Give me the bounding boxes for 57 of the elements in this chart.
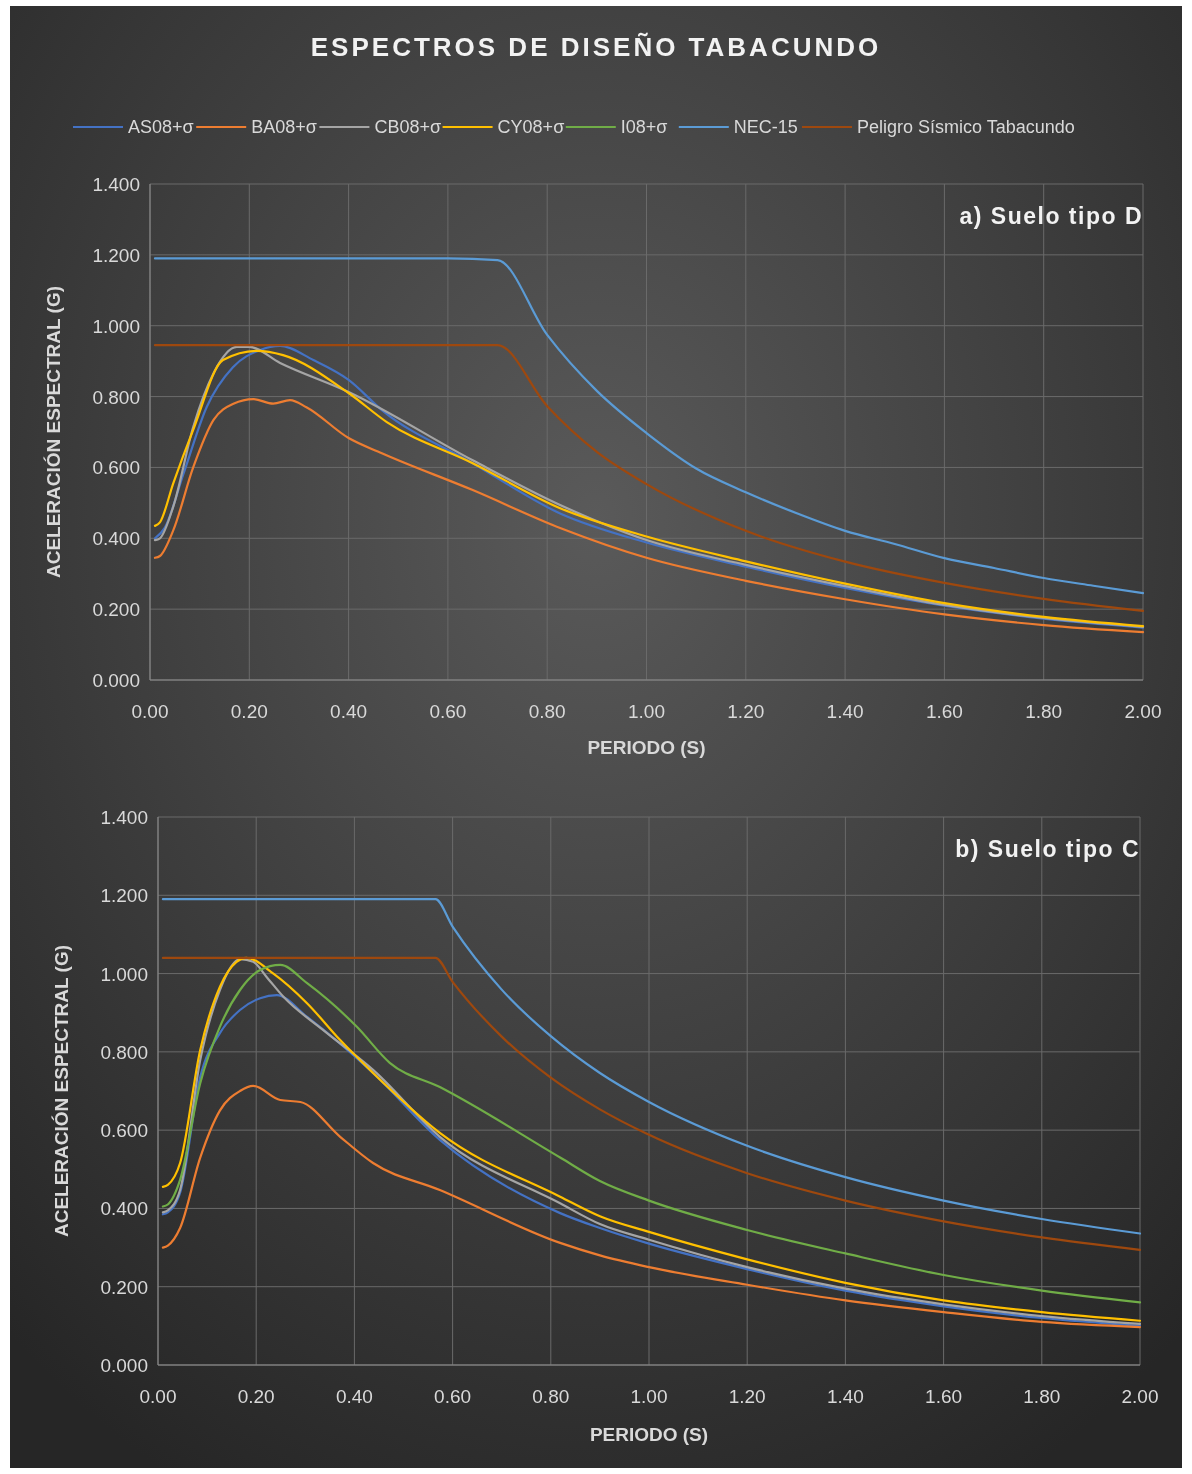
x-tick-label: 0.00: [139, 1386, 177, 1407]
y-tick-label: 0.400: [92, 528, 140, 550]
legend-label: CY08+σ: [497, 117, 565, 137]
legend-label: Peligro Sísmico Tabacundo: [857, 117, 1075, 137]
legend-label: CB08+σ: [374, 117, 442, 137]
x-tick-label: 1.60: [925, 701, 963, 722]
y-tick-label: 1.000: [100, 963, 148, 985]
x-tick-label: 0.40: [335, 1386, 373, 1407]
x-tick-label: 1.00: [630, 1386, 668, 1407]
y-tick-label: 1.000: [92, 315, 140, 337]
y-tick-label: 1.200: [92, 244, 140, 266]
x-tick-label: 0.20: [230, 701, 268, 722]
text: a) Suelo tipo D: [959, 203, 1143, 229]
x-tick-label: 2.00: [1124, 701, 1162, 722]
y-tick-label: 0.000: [92, 670, 140, 691]
x-tick-label: 1.20: [727, 701, 765, 722]
y-tick-label: 0.000: [100, 1355, 148, 1376]
x-tick-label: 1.80: [1023, 1386, 1061, 1407]
y-tick-label: 1.400: [92, 174, 140, 195]
x-tick-label: 0.80: [532, 1386, 570, 1407]
x-tick-label: 1.40: [826, 1386, 864, 1407]
legend-label: AS08+σ: [128, 117, 194, 137]
line-series: [161, 1084, 1142, 1329]
y-tick-label: 1.400: [100, 807, 148, 828]
line-series: [161, 898, 1142, 1235]
y-tick-label: 0.200: [100, 1276, 148, 1298]
legend-label: I08+σ: [620, 117, 668, 137]
y-tick-label: 0.800: [100, 1041, 148, 1063]
y-axis-title: ACELERACIÓN ESPECTRAL (G): [43, 285, 64, 579]
x-tick-label: 0.00: [131, 701, 169, 722]
x-tick-label: 1.00: [628, 701, 665, 722]
x-tick-label: 0.40: [330, 701, 368, 722]
x-tick-label: 0.20: [237, 1386, 275, 1407]
x-tick-label: 1.40: [826, 701, 864, 722]
legend-label: NEC-15: [733, 117, 798, 137]
x-tick-label: 0.60: [429, 701, 467, 722]
y-tick-label: 0.200: [92, 599, 140, 621]
x-tick-label: 2.00: [1121, 1386, 1159, 1407]
legend-label: BA08+σ: [251, 117, 317, 137]
x-tick-label: 1.60: [925, 1386, 963, 1407]
x-axis-title: PERIODO (S): [587, 737, 706, 758]
line-series: [153, 397, 1145, 634]
x-axis-title: PERIODO (S): [589, 1424, 709, 1445]
x-tick-label: 0.80: [528, 701, 566, 722]
y-tick-label: 0.600: [100, 1120, 148, 1142]
y-tick-label: 0.800: [92, 386, 140, 408]
chart-title: ESPECTROS DE DISEÑO TABACUNDO: [310, 32, 882, 62]
y-tick-label: 0.600: [92, 457, 140, 479]
y-tick-label: 1.200: [100, 885, 148, 907]
x-tick-label: 1.80: [1025, 701, 1063, 722]
y-axis-title: ACELERACIÓN ESPECTRAL (G): [51, 944, 72, 1238]
text: b) Suelo tipo C: [955, 836, 1140, 862]
line-series: [161, 956, 1142, 1252]
y-tick-label: 0.400: [100, 1198, 148, 1220]
line-series: [153, 257, 1145, 595]
x-tick-label: 0.60: [434, 1386, 472, 1407]
x-tick-label: 1.20: [728, 1386, 766, 1407]
